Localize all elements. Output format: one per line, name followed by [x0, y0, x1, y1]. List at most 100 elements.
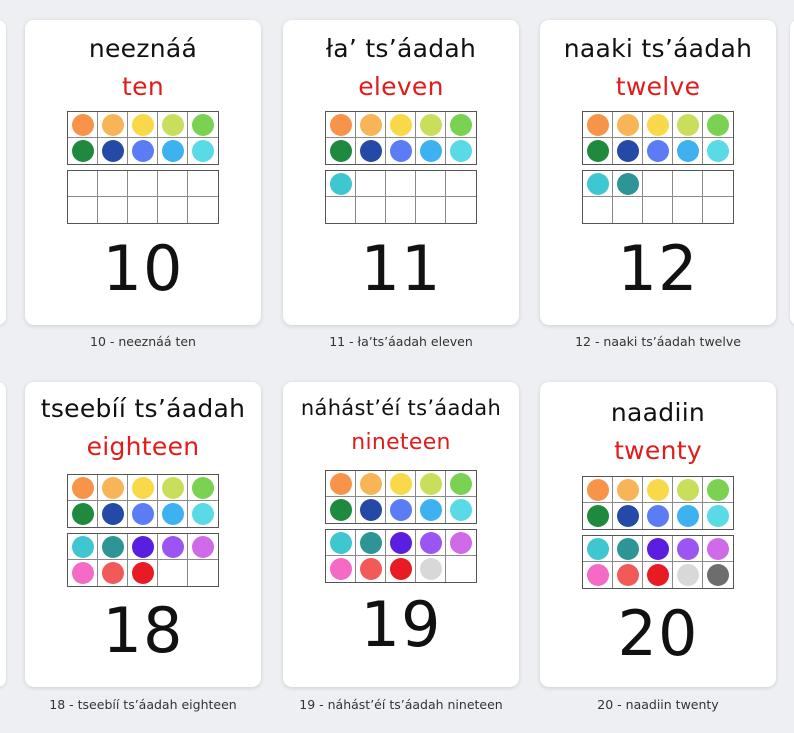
counter-dot: [646, 564, 669, 586]
counter-dot: [707, 505, 729, 527]
counter-dot: [359, 531, 382, 554]
counter-dot: [676, 140, 699, 162]
counter-dot: [71, 476, 94, 499]
card-english-word: nineteen: [351, 430, 451, 455]
ten-frame-cell: [583, 562, 613, 588]
counter-dot: [359, 113, 382, 136]
ten-frame-cell: [188, 560, 218, 586]
counter-dot: [131, 562, 154, 584]
flashcard-20[interactable]: naadiin twenty 20: [540, 382, 776, 687]
ten-frame-cell: [98, 560, 128, 586]
ten-frame-cell: [158, 560, 188, 586]
counter-dot: [329, 172, 352, 195]
counter-dot: [419, 531, 442, 554]
ten-frame-cell: [386, 471, 416, 497]
ten-frame-top: [67, 111, 219, 165]
ten-frame-cell: [386, 171, 416, 197]
counter-dot: [192, 476, 214, 499]
ten-frame-cell: [158, 501, 188, 527]
ten-frame-cell: [386, 497, 416, 523]
ten-frame-cell: [446, 112, 476, 138]
ten-frame-cell: [98, 475, 128, 501]
counter-dot: [419, 499, 442, 521]
ten-frame-cell: [613, 562, 643, 588]
ten-frame-cell: [416, 556, 446, 582]
counter-dot: [450, 531, 472, 554]
counter-dot: [329, 531, 352, 554]
counter-dot: [389, 499, 412, 521]
card-english-word: twelve: [615, 72, 701, 101]
offscreen-card-left-bottom[interactable]: [0, 382, 6, 687]
counter-dot: [646, 505, 669, 527]
ten-frame-cell: [188, 501, 218, 527]
ten-frame-cell: [416, 197, 446, 223]
counter-dot: [192, 535, 214, 558]
ten-frame-cell: [416, 530, 446, 556]
ten-frame-cell: [703, 477, 733, 503]
counter-dot: [359, 499, 382, 521]
offscreen-card-right-top[interactable]: [790, 20, 794, 325]
ten-frame-cell: [128, 534, 158, 560]
flashcard-10[interactable]: neeznáá ten 10: [25, 20, 261, 325]
ten-frame-cell: [326, 197, 356, 223]
ten-frame-cell: [386, 197, 416, 223]
ten-frame-cell: [643, 536, 673, 562]
ten-frame-cell: [643, 197, 673, 223]
counter-dot: [616, 564, 639, 586]
ten-frame-cell: [326, 138, 356, 164]
card-english-word: twenty: [614, 436, 702, 465]
counter-dot: [329, 140, 352, 162]
card-title: ła’ ts’áadah: [325, 34, 477, 63]
ten-frame-cell: [128, 171, 158, 197]
counter-dot: [586, 113, 609, 136]
counter-dot: [359, 140, 382, 162]
ten-frame-cell: [386, 138, 416, 164]
flashcard-12[interactable]: naaki ts’áadah twelve 12: [540, 20, 776, 325]
ten-frame-bottom: [325, 170, 477, 224]
ten-frame-cell: [158, 171, 188, 197]
ten-frame-cell: [703, 562, 733, 588]
ten-frame-cell: [128, 560, 158, 586]
ten-frame-cell: [356, 138, 386, 164]
flashcard-18[interactable]: tseebíí ts’áadah eighteen 18: [25, 382, 261, 687]
flashcard-19[interactable]: náhást’éí ts’áadah nineteen 19: [283, 382, 519, 687]
ten-frame-top: [325, 470, 477, 524]
ten-frame-bottom: [325, 529, 477, 583]
counter-dot: [676, 537, 699, 560]
ten-frame-cell: [356, 171, 386, 197]
ten-frame-cell: [643, 138, 673, 164]
ten-frame-cell: [446, 171, 476, 197]
ten-frame-cell: [673, 536, 703, 562]
counter-dot: [586, 537, 609, 560]
flashcard-11[interactable]: ła’ ts’áadah eleven 11: [283, 20, 519, 325]
counter-dot: [101, 476, 124, 499]
offscreen-card-left-top[interactable]: [0, 20, 6, 325]
ten-frame-cell: [326, 171, 356, 197]
ten-frame-cell: [643, 112, 673, 138]
counter-dot: [646, 140, 669, 162]
card-caption: 18 - tseebíí ts’áadah eighteen: [49, 697, 237, 712]
counter-dot: [586, 140, 609, 162]
ten-frame-cell: [158, 112, 188, 138]
ten-frame-cell: [673, 503, 703, 529]
ten-frame-top: [582, 111, 734, 165]
counter-dot: [450, 113, 472, 136]
counter-dot: [161, 535, 184, 558]
ten-frame-cell: [416, 497, 446, 523]
card-english-word: ten: [122, 72, 164, 101]
ten-frame-cell: [128, 475, 158, 501]
ten-frame-cell: [158, 475, 188, 501]
ten-frame-cell: [583, 503, 613, 529]
ten-frame-cell: [583, 477, 613, 503]
ten-frame-cell: [356, 112, 386, 138]
counter-dot: [676, 564, 699, 586]
counter-dot: [131, 140, 154, 162]
ten-frame-cell: [188, 138, 218, 164]
counter-dot: [71, 562, 94, 584]
ten-frame-cell: [673, 197, 703, 223]
ten-frame-cell: [643, 503, 673, 529]
ten-frame-top: [325, 111, 477, 165]
ten-frame-cell: [416, 138, 446, 164]
ten-frame-cell: [188, 171, 218, 197]
ten-frame-bottom: [67, 533, 219, 587]
